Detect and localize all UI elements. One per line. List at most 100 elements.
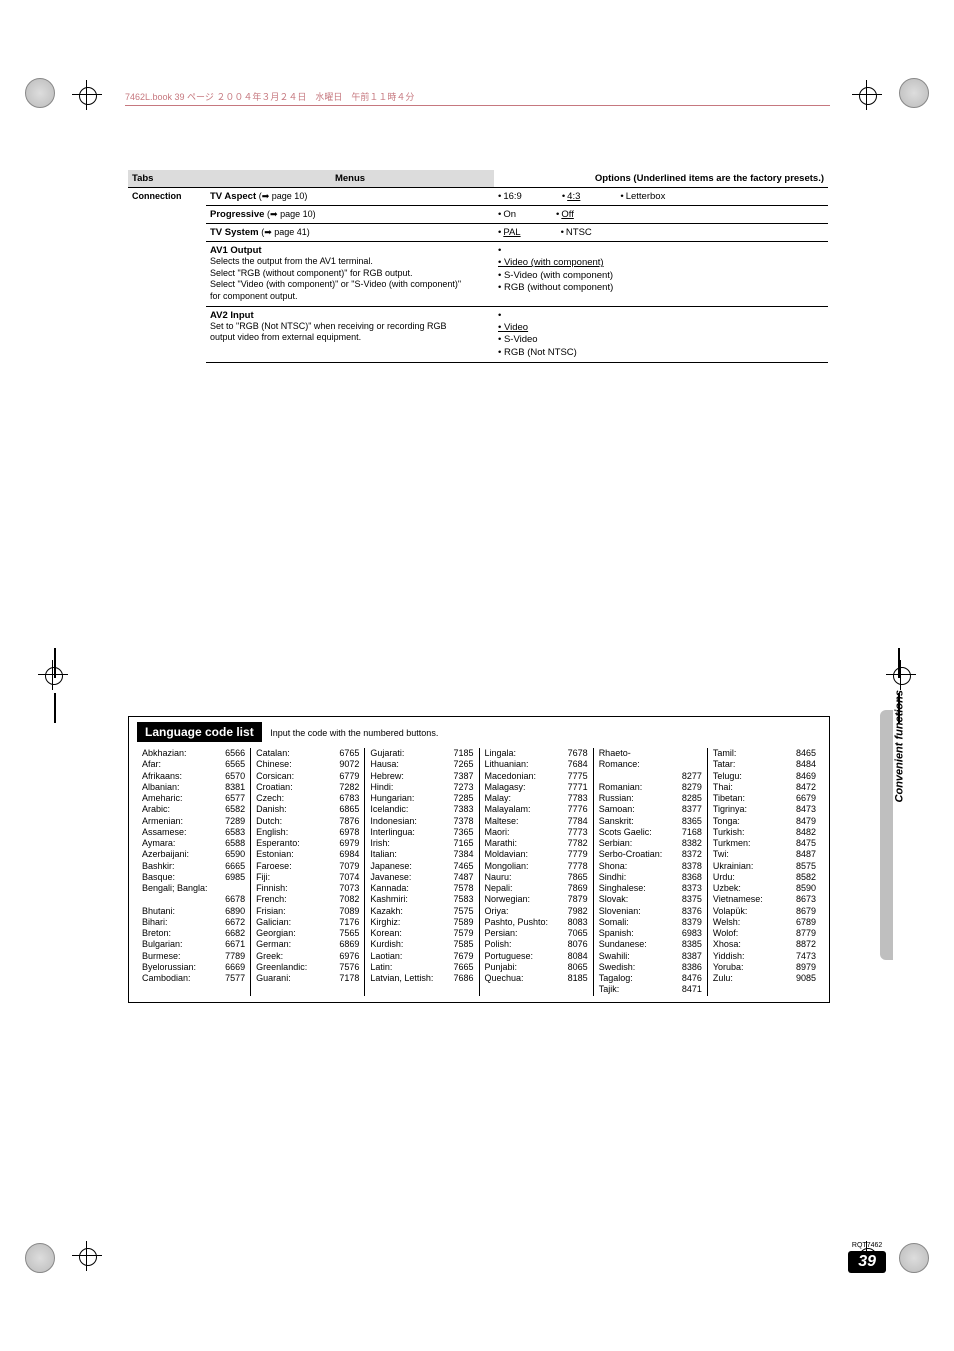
lang-row: Hebrew:7387 <box>370 771 473 782</box>
lang-row: Kirghiz:7589 <box>370 917 473 928</box>
setting-tv-aspect: TV Aspect (➡ page 10) <box>206 188 494 206</box>
lang-row: Marathi:7782 <box>485 838 588 849</box>
lang-row: Punjabi:8065 <box>485 962 588 973</box>
lang-row: Icelandic:7383 <box>370 804 473 815</box>
lang-row: Estonian:6984 <box>256 849 359 860</box>
lang-row: Singhalese:8373 <box>599 883 702 894</box>
lang-row: Kazakh:7575 <box>370 906 473 917</box>
lang-row: Tibetan:6679 <box>713 793 816 804</box>
lang-row: Turkish:8482 <box>713 827 816 838</box>
lang-row: Bihari:6672 <box>142 917 245 928</box>
opts-tv-system: PALNTSC <box>494 224 828 242</box>
lang-row: Russian:8285 <box>599 793 702 804</box>
lang-row: Czech:6783 <box>256 793 359 804</box>
page-number: 39 <box>848 1251 886 1273</box>
lang-row: Galician:7176 <box>256 917 359 928</box>
lang-row: English:6978 <box>256 827 359 838</box>
lang-row: Ameharic:6577 <box>142 793 245 804</box>
lang-row: Thai:8472 <box>713 782 816 793</box>
lang-row: Japanese:7465 <box>370 861 473 872</box>
lang-row: Kashmiri:7583 <box>370 894 473 905</box>
lang-row: Persian:7065 <box>485 928 588 939</box>
lang-row: Polish:8076 <box>485 939 588 950</box>
lang-row: Wolof:8779 <box>713 928 816 939</box>
lang-row: Twi:8487 <box>713 849 816 860</box>
lang-row: Malagasy:7771 <box>485 782 588 793</box>
lang-row: Croatian:7282 <box>256 782 359 793</box>
lang-row: Oriya:7982 <box>485 906 588 917</box>
lang-row: Turkmen:8475 <box>713 838 816 849</box>
lang-row: Malayalam:7776 <box>485 804 588 815</box>
lang-row: German:6869 <box>256 939 359 950</box>
lang-row: Maori:7773 <box>485 827 588 838</box>
lang-row: Maltese:7784 <box>485 816 588 827</box>
lang-row: Irish:7165 <box>370 838 473 849</box>
lang-title: Language code list <box>137 722 262 742</box>
lang-row: Italian:7384 <box>370 849 473 860</box>
lang-row: Aymara:6588 <box>142 838 245 849</box>
lang-row: Tagalog:8476 <box>599 973 702 984</box>
lang-row: Nauru:7865 <box>485 872 588 883</box>
opts-tv-aspect: 16:94:3Letterbox <box>494 188 828 206</box>
header-strip: 7462L.book 39 ページ ２００４年３月２４日 水曜日 午前１１時４分 <box>125 90 830 106</box>
lang-row: Rhaeto-Romance: <box>599 748 702 771</box>
lang-row: Volapük:8679 <box>713 906 816 917</box>
lang-row: Swedish:8386 <box>599 962 702 973</box>
lang-row: Bulgarian:6671 <box>142 939 245 950</box>
lang-row: Azerbaijani:6590 <box>142 849 245 860</box>
lang-row: Frisian:7089 <box>256 906 359 917</box>
lang-row: Urdu:8582 <box>713 872 816 883</box>
lang-row: Abkhazian:6566 <box>142 748 245 759</box>
side-label: Convenient functions <box>893 690 905 802</box>
lang-row: Korean:7579 <box>370 928 473 939</box>
lang-row: Yoruba:8979 <box>713 962 816 973</box>
opts-av1: Video (with component)S-Video (with comp… <box>494 242 828 307</box>
lang-row: Latvian, Lettish:7686 <box>370 973 473 984</box>
lang-row: French:7082 <box>256 894 359 905</box>
lang-row: Burmese:7789 <box>142 951 245 962</box>
lang-row: Faroese:7079 <box>256 861 359 872</box>
lang-row: Fiji:7074 <box>256 872 359 883</box>
rqt-code: RQT7462 <box>848 1242 886 1249</box>
lang-row: Scots Gaelic:7168 <box>599 827 702 838</box>
lang-row: Corsican:6779 <box>256 771 359 782</box>
lang-row: Afrikaans:6570 <box>142 771 245 782</box>
lang-row: Tajik:8471 <box>599 984 702 995</box>
lang-row: Greenlandic:7576 <box>256 962 359 973</box>
lang-row: Tatar:8484 <box>713 759 816 770</box>
lang-row: Latin:7665 <box>370 962 473 973</box>
lang-row: Cambodian:7577 <box>142 973 245 984</box>
lang-row: Afar:6565 <box>142 759 245 770</box>
lang-row: Serbo-Croatian:8372 <box>599 849 702 860</box>
language-grid: Abkhazian:6566Afar:6565Afrikaans:6570Alb… <box>129 744 829 1002</box>
lang-row: 6678 <box>142 894 245 905</box>
lang-row: Laotian:7679 <box>370 951 473 962</box>
header-options: Options (Underlined items are the factor… <box>494 170 828 188</box>
lang-row: Greek:6976 <box>256 951 359 962</box>
settings-table: Tabs Menus Options (Underlined items are… <box>128 170 828 363</box>
lang-row: Mongolian:7778 <box>485 861 588 872</box>
lang-row: Finnish:7073 <box>256 883 359 894</box>
lang-row: Assamese:6583 <box>142 827 245 838</box>
lang-row: Norwegian:7879 <box>485 894 588 905</box>
lang-row: Pashto, Pushto:8083 <box>485 917 588 928</box>
lang-row: Kannada:7578 <box>370 883 473 894</box>
lang-row: Uzbek:8590 <box>713 883 816 894</box>
setting-tv-system: TV System (➡ page 41) <box>206 224 494 242</box>
header-menus: Menus <box>206 170 494 188</box>
lang-row: Sindhi:8368 <box>599 872 702 883</box>
lang-subtitle: Input the code with the numbered buttons… <box>270 728 438 738</box>
opts-progressive: OnOff <box>494 206 828 224</box>
lang-row: Hungarian:7285 <box>370 793 473 804</box>
lang-row: Guarani:7178 <box>256 973 359 984</box>
lang-row: Spanish:6983 <box>599 928 702 939</box>
lang-row: Slovak:8375 <box>599 894 702 905</box>
lang-row: Slovenian:8376 <box>599 906 702 917</box>
lang-row: Armenian:7289 <box>142 816 245 827</box>
header-tabs: Tabs <box>128 170 206 188</box>
lang-row: Lithuanian:7684 <box>485 759 588 770</box>
lang-row: Moldavian:7779 <box>485 849 588 860</box>
lang-row: Yiddish:7473 <box>713 951 816 962</box>
lang-row: Portuguese:8084 <box>485 951 588 962</box>
lang-row: Basque:6985 <box>142 872 245 883</box>
